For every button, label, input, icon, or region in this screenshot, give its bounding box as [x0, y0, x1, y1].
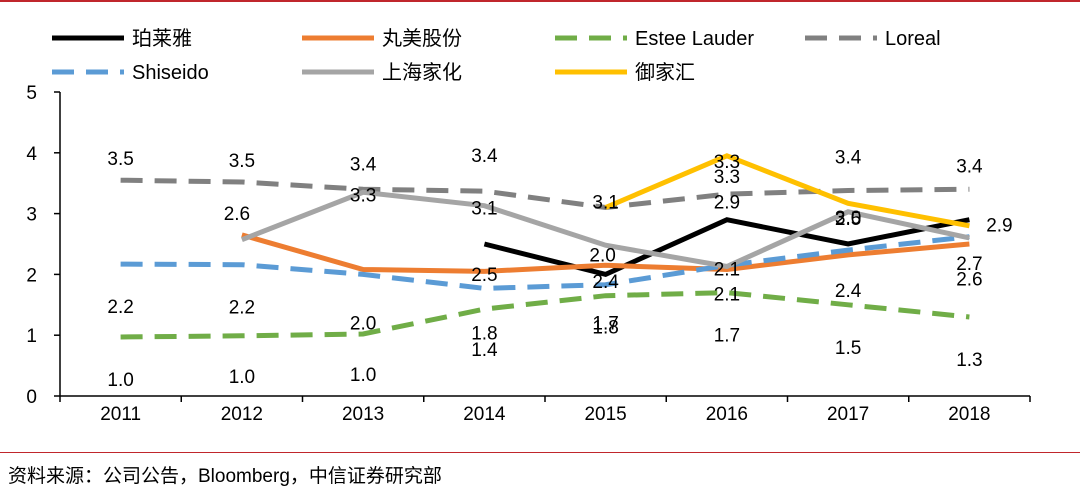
data-label-estee-lauder: 1.0: [107, 370, 133, 391]
data-label-珀莱雅: 2.0: [589, 245, 615, 266]
data-label-shiseido: 1.8: [471, 323, 497, 344]
data-label-shiseido: 1.8: [592, 318, 618, 339]
x-tick-label: 2017: [827, 404, 869, 425]
data-label-珀莱雅: 2.9: [986, 216, 1012, 237]
series-line-上海家化: [240, 189, 970, 270]
legend-label-丸美股份: 丸美股份: [382, 27, 462, 50]
y-tick-label: 1: [26, 326, 37, 347]
x-tick-label: 2012: [221, 404, 263, 425]
source-note: 资料来源：公司公告，Bloomberg，中信证券研究部: [8, 466, 442, 487]
data-label-loreal: 3.3: [714, 167, 740, 188]
data-label-珀莱雅: 2.5: [471, 265, 497, 286]
x-tick-label: 2015: [584, 404, 626, 425]
y-tick-label: 3: [26, 205, 37, 226]
data-label-estee-lauder: 1.7: [714, 326, 740, 347]
data-label-loreal: 3.1: [592, 193, 618, 214]
y-tick-label: 2: [26, 265, 37, 286]
data-labels: 2.5 2.0 2.9 2.5 2.9 2.6 1.0 1.0 1.0 1.4 1.7 1.7 1.5 1…: [107, 146, 1012, 391]
data-label-loreal: 3.4: [956, 156, 983, 177]
axes: 0 1 2 3 4 5 2011 2012 2013 2014 2015 2016 2017 2018: [26, 83, 1031, 425]
data-label-上海家化: 3.0: [835, 208, 861, 229]
series-line-丸美股份: [241, 232, 970, 274]
y-tick-label: 0: [26, 387, 37, 408]
legend-label-珀莱雅: 珀莱雅: [132, 27, 192, 50]
series-lines: [120, 153, 970, 340]
data-label-shiseido: 2.1: [714, 284, 740, 305]
legend-label-御家汇: 御家汇: [635, 61, 695, 84]
data-label-loreal: 3.4: [350, 154, 377, 175]
series-line-珀莱雅: [483, 217, 970, 278]
data-label-上海家化: 2.7: [956, 254, 982, 275]
y-tick-label: 4: [26, 144, 37, 165]
data-label-estee-lauder: 1.4: [471, 340, 498, 361]
data-label-shiseido: 2.6: [956, 270, 982, 291]
bottom-rule: [0, 452, 1080, 453]
data-label-loreal: 3.4: [471, 146, 498, 167]
data-label-上海家化: 2.1: [714, 260, 740, 281]
data-label-御家汇: 3.3: [714, 152, 740, 173]
x-tick-label: 2014: [463, 404, 506, 425]
series-line-御家汇: [604, 153, 970, 229]
data-label-上海家化: 3.3: [350, 185, 376, 206]
data-label-loreal: 3.5: [107, 149, 133, 170]
legend-label-loreal: Loreal: [885, 28, 941, 50]
series-line-shiseido: [120, 234, 970, 291]
top-rule: [0, 0, 1080, 2]
x-tick-label: 2011: [100, 404, 141, 425]
data-label-shiseido: 2.2: [107, 297, 133, 318]
data-label-estee-lauder: 1.0: [229, 367, 255, 388]
y-tick-label: 5: [26, 83, 37, 104]
data-label-上海家化: 3.1: [471, 199, 497, 220]
data-label-shiseido: 2.2: [229, 298, 255, 319]
data-label-shiseido: 2.0: [350, 313, 376, 334]
legend: 珀莱雅 丸美股份 Estee Lauder Loreal Shiseido 上海家化 御家汇: [52, 27, 941, 84]
legend-label-estee-lauder: Estee Lauder: [635, 28, 754, 50]
x-tick-label: 2018: [948, 404, 990, 425]
data-label-estee-lauder: 1.7: [592, 314, 618, 335]
data-label-loreal: 3.4: [835, 148, 862, 169]
data-label-珀莱雅: 2.5: [835, 209, 861, 230]
series-line-estee-lauder: [120, 290, 970, 340]
series-line-loreal: [120, 177, 970, 211]
line-chart: 珀莱雅 丸美股份 Estee Lauder Loreal Shiseido 上海家化 御家汇…: [26, 27, 1031, 425]
data-label-estee-lauder: 1.3: [956, 350, 982, 371]
data-label-estee-lauder: 1.5: [835, 338, 861, 359]
legend-label-上海家化: 上海家化: [382, 61, 462, 84]
data-label-上海家化: 2.4: [592, 272, 619, 293]
legend-label-shiseido: Shiseido: [132, 62, 209, 84]
x-tick-label: 2013: [342, 404, 384, 425]
data-label-珀莱雅: 2.9: [714, 193, 740, 214]
data-label-shiseido: 2.4: [835, 281, 862, 302]
data-label-丸美股份: 2.6: [224, 204, 250, 225]
data-label-loreal: 3.5: [229, 151, 255, 172]
x-tick-label: 2016: [706, 404, 748, 425]
data-label-estee-lauder: 1.0: [350, 365, 376, 386]
